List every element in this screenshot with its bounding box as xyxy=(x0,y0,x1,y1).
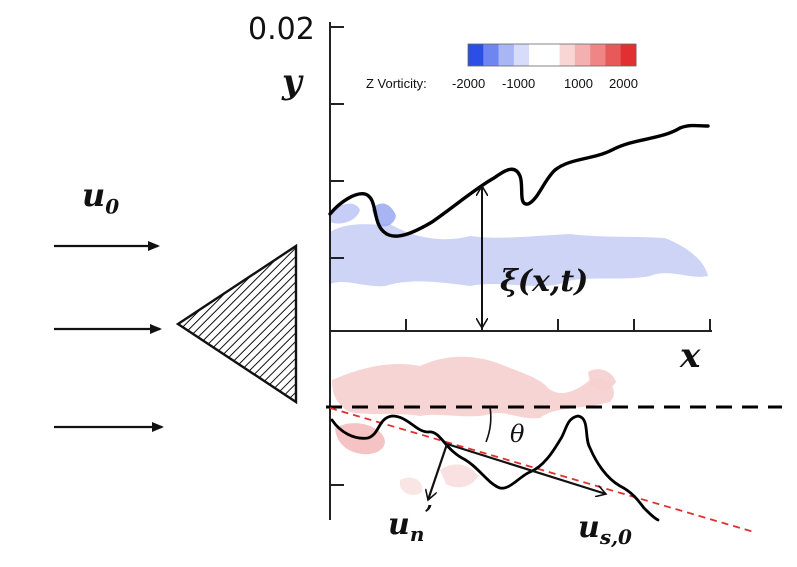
colorbar-swatch xyxy=(605,44,622,66)
colorbar-swatch xyxy=(483,44,500,66)
normal-velocity-symbol: u xyxy=(388,507,410,542)
positive-vorticity-blob-mid xyxy=(440,464,478,488)
burning-velocity-subscript: s,0 xyxy=(599,525,632,549)
normal-velocity-prime: ’ xyxy=(424,500,433,529)
y-axis-max-label: 0.02 xyxy=(248,12,315,47)
colorbar-swatch xyxy=(620,44,637,66)
inflow-velocity-symbol: u xyxy=(82,176,106,214)
flame-front-lower xyxy=(330,414,660,522)
colorbar-swatch xyxy=(590,44,606,66)
burning-velocity-arrow xyxy=(446,442,606,494)
colorbar xyxy=(467,43,637,67)
normal-velocity-subscript: n xyxy=(409,522,425,546)
colorbar-swatch xyxy=(529,44,545,66)
angle-label: θ xyxy=(510,420,525,448)
colorbar-swatch xyxy=(513,44,530,66)
legend-tick: 2000 xyxy=(609,76,638,91)
negative-vorticity-region xyxy=(330,224,708,287)
positive-vorticity-blob-right xyxy=(588,369,616,390)
colorbar-swatch xyxy=(498,44,515,66)
legend-tick: 1000 xyxy=(564,76,593,91)
flame-front-upper xyxy=(328,123,710,238)
legend-tick: -1000 xyxy=(502,76,536,91)
colorbar-swatch xyxy=(544,44,561,66)
theta-arc xyxy=(485,406,492,443)
colorbar-swatch xyxy=(574,44,591,66)
bluff-body-triangle xyxy=(175,243,298,405)
positive-vorticity-region xyxy=(332,356,614,419)
x-axis-label: x xyxy=(680,336,701,376)
inclined-dashed-line xyxy=(329,407,755,533)
positive-vorticity-blob-small xyxy=(400,477,423,495)
normal-velocity-arrow xyxy=(428,443,449,500)
negative-vorticity-blob xyxy=(330,203,360,224)
legend-title: Z Vorticity: xyxy=(366,76,427,91)
burning-velocity-symbol: u xyxy=(578,510,600,545)
colorbar-border xyxy=(467,43,637,67)
flame-displacement-label: ξ(x,t) xyxy=(500,264,589,299)
colorbar-swatch xyxy=(559,44,576,66)
legend-tick: -2000 xyxy=(452,76,486,91)
inflow-velocity-subscript: 0 xyxy=(105,194,120,219)
normal-velocity-label: un’ xyxy=(388,500,433,546)
colorbar-swatch xyxy=(468,44,484,66)
inflow-velocity-label: u0 xyxy=(82,176,119,218)
burning-velocity-label: us,0 xyxy=(578,510,632,549)
y-axis-label: y xyxy=(282,62,302,102)
